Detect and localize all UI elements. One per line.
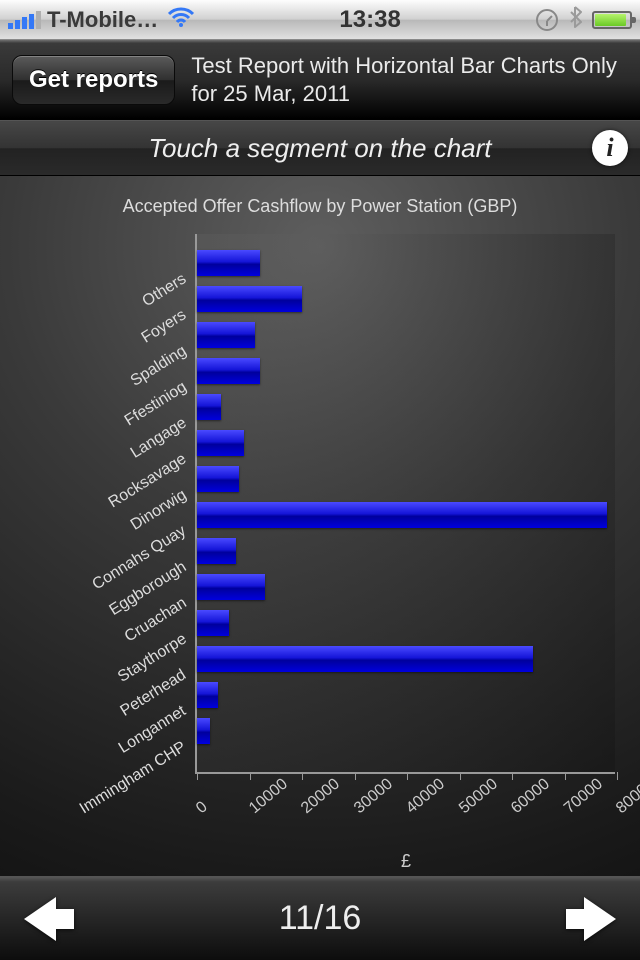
- bar-row[interactable]: [197, 322, 255, 348]
- x-tick: [250, 772, 251, 780]
- x-tick-label: 40000: [403, 775, 449, 817]
- bar-segment[interactable]: [197, 250, 260, 276]
- bar-row[interactable]: [197, 610, 229, 636]
- bar-row[interactable]: [197, 250, 260, 276]
- pager-toolbar: 11/16: [0, 876, 640, 960]
- x-tick: [460, 772, 461, 780]
- x-tick-label: 20000: [298, 775, 344, 817]
- back-button[interactable]: Get reports: [12, 55, 175, 105]
- bar-row[interactable]: [197, 682, 218, 708]
- chart-plot[interactable]: £ OthersFoyersSpaldingFfestiniogLangageR…: [195, 234, 615, 774]
- bar-segment[interactable]: [197, 502, 607, 528]
- nav-title: Test Report with Horizontal Bar Charts O…: [191, 52, 628, 107]
- chart-instruction-label: Touch a segment on the chart: [148, 133, 491, 164]
- chart-area: Accepted Offer Cashflow by Power Station…: [0, 176, 640, 876]
- x-tick-label: 70000: [561, 775, 607, 817]
- bar-row[interactable]: [197, 430, 244, 456]
- bar-segment[interactable]: [197, 322, 255, 348]
- carrier-label: T-Mobile…: [47, 7, 158, 33]
- x-tick-label: 0: [193, 798, 211, 818]
- x-tick-label: 80000: [613, 775, 640, 817]
- bar-segment[interactable]: [197, 718, 210, 744]
- category-label: Others: [140, 270, 190, 311]
- x-tick: [355, 772, 356, 780]
- bar-segment[interactable]: [197, 466, 239, 492]
- bar-segment[interactable]: [197, 646, 533, 672]
- status-time: 13:38: [339, 6, 400, 34]
- bar-row[interactable]: [197, 538, 236, 564]
- bar-row[interactable]: [197, 502, 607, 528]
- bar-segment[interactable]: [197, 610, 229, 636]
- x-tick-label: 50000: [456, 775, 502, 817]
- x-tick: [407, 772, 408, 780]
- bar-segment[interactable]: [197, 682, 218, 708]
- x-tick: [565, 772, 566, 780]
- x-tick-label: 30000: [351, 775, 397, 817]
- bar-row[interactable]: [197, 358, 260, 384]
- page-indicator: 11/16: [279, 899, 362, 938]
- bar-row[interactable]: [197, 286, 302, 312]
- bluetooth-icon: [568, 6, 582, 34]
- prev-page-button[interactable]: [24, 897, 56, 941]
- bar-segment[interactable]: [197, 430, 244, 456]
- battery-icon: [592, 11, 632, 29]
- nav-bar: Get reports Test Report with Horizontal …: [0, 40, 640, 120]
- category-label: Foyers: [139, 306, 190, 347]
- bar-segment[interactable]: [197, 538, 236, 564]
- x-tick: [302, 772, 303, 780]
- x-tick: [512, 772, 513, 780]
- bar-segment[interactable]: [197, 286, 302, 312]
- bar-row[interactable]: [197, 646, 533, 672]
- next-page-button[interactable]: [584, 897, 616, 941]
- chart-instruction-bar: Touch a segment on the chart i: [0, 120, 640, 176]
- bar-segment[interactable]: [197, 394, 221, 420]
- x-tick: [197, 772, 198, 780]
- info-button[interactable]: i: [592, 130, 628, 166]
- x-axis-title: £: [401, 851, 411, 872]
- bar-row[interactable]: [197, 394, 221, 420]
- x-tick-label: 10000: [246, 775, 292, 817]
- signal-strength-icon: [8, 11, 41, 29]
- bar-row[interactable]: [197, 574, 265, 600]
- bar-segment[interactable]: [197, 358, 260, 384]
- x-tick: [617, 772, 618, 780]
- bar-segment[interactable]: [197, 574, 265, 600]
- status-bar: T-Mobile… 13:38: [0, 0, 640, 40]
- wifi-icon: [168, 7, 194, 33]
- alarm-icon: [536, 9, 558, 31]
- x-tick-label: 60000: [508, 775, 554, 817]
- bar-row[interactable]: [197, 718, 210, 744]
- bar-row[interactable]: [197, 466, 239, 492]
- chart-title: Accepted Offer Cashflow by Power Station…: [0, 176, 640, 217]
